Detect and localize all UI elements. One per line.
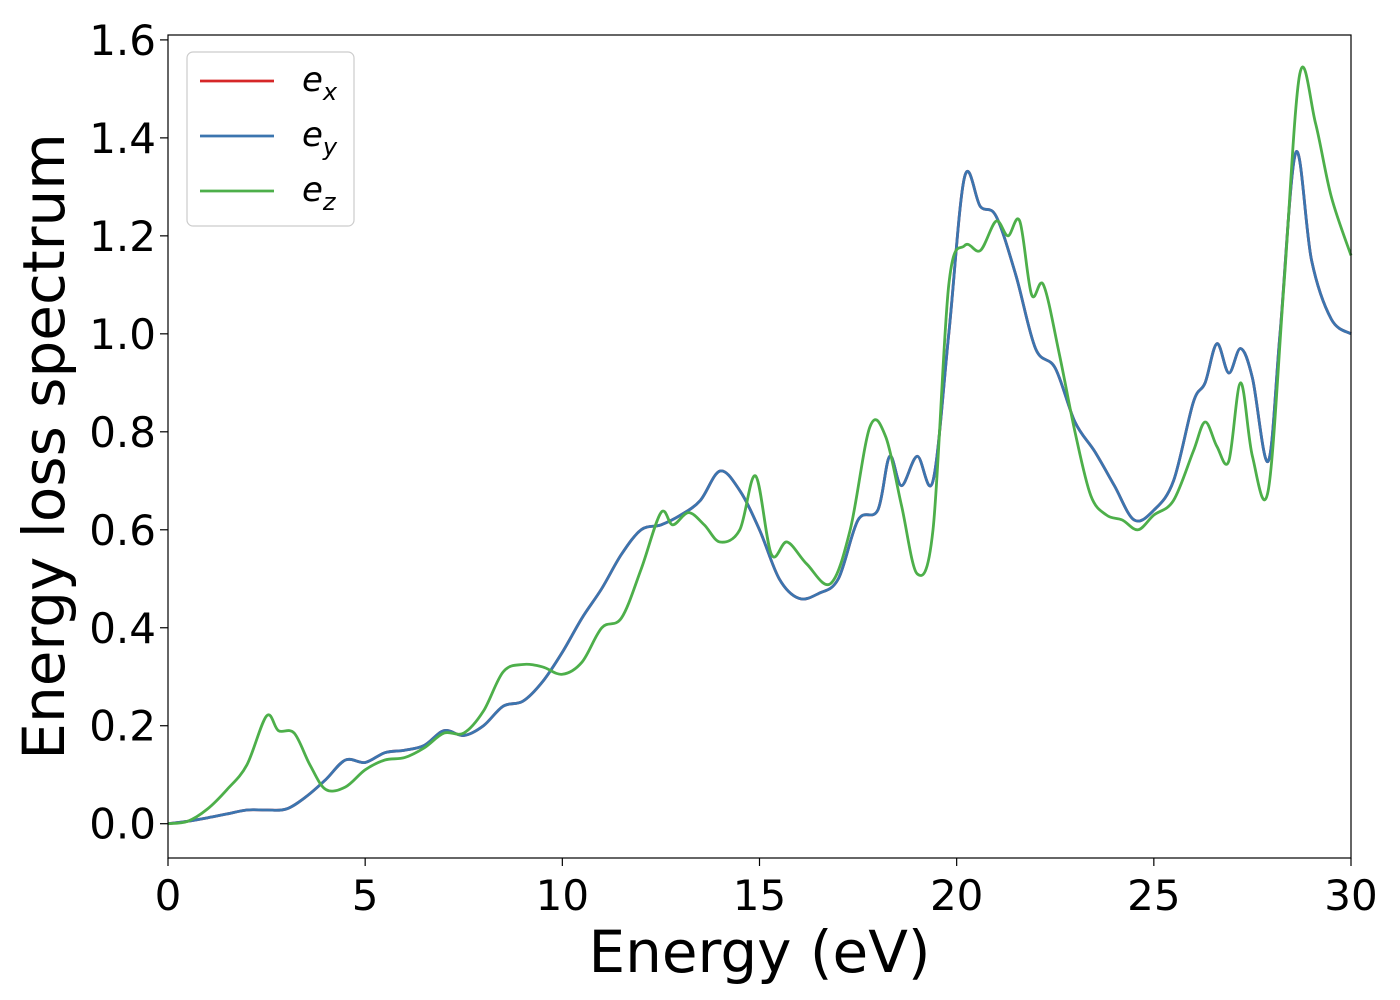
y-tick-label: 1.4: [89, 114, 156, 163]
x-tick-label: 10: [536, 871, 589, 920]
x-axis-label: Energy (eV): [588, 918, 930, 986]
y-tick-label: 0.0: [89, 800, 156, 849]
series-line-y: [167, 150, 1352, 826]
y-tick-label: 0.6: [89, 506, 156, 555]
y-tick-label: 0.8: [89, 408, 156, 457]
x-tick-label: 20: [930, 871, 983, 920]
series-line-z: [167, 65, 1353, 826]
y-tick-label: 1.6: [89, 16, 156, 65]
y-tick-label: 0.2: [89, 702, 156, 751]
x-tick-label: 25: [1127, 871, 1180, 920]
legend-label-z: ez: [302, 170, 337, 216]
series-lines: [167, 65, 1353, 826]
x-tick-label: 5: [352, 871, 379, 920]
y-tick-label: 1.0: [89, 310, 156, 359]
x-tick-label: 15: [733, 871, 786, 920]
y-tick-label: 1.2: [89, 212, 156, 261]
x-tick-label: 0: [155, 871, 182, 920]
legend-label-x: ex: [302, 60, 338, 106]
y-tick-label: 0.4: [89, 604, 156, 653]
legend-label-y: ey: [302, 115, 338, 161]
legend-box: [186, 51, 355, 227]
x-tick-label: 30: [1324, 871, 1377, 920]
y-axis-label: Energy loss spectrum: [10, 133, 78, 759]
axis-ticks: 0 5 10 15 20 25 30 0.0 0.2 0.4 0.6 0.8 1.0 1.2 1.4 1.6: [89, 16, 1378, 920]
legend: ex ey ez: [186, 51, 355, 227]
